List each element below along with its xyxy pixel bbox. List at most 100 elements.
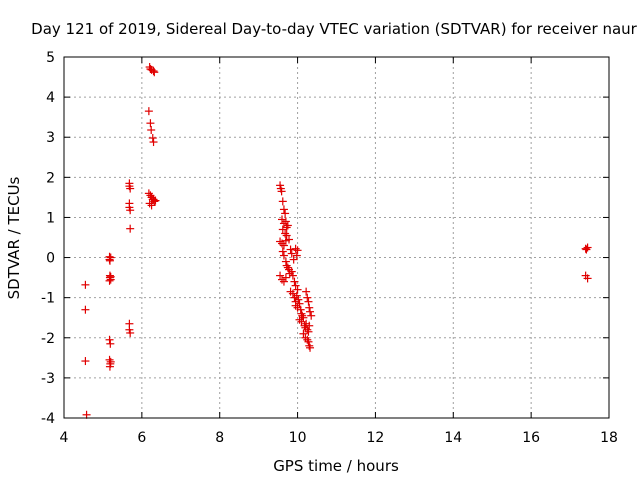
data-point xyxy=(106,357,115,366)
data-point xyxy=(278,197,287,206)
data-point xyxy=(81,305,90,314)
y-tick-label: 4 xyxy=(46,90,55,106)
data-point xyxy=(279,241,288,250)
data-point xyxy=(302,287,311,296)
data-point xyxy=(282,231,291,240)
x-tick-label: 18 xyxy=(600,430,618,446)
y-tick-label: 5 xyxy=(46,50,55,66)
data-points xyxy=(81,63,592,419)
data-point xyxy=(287,249,296,258)
data-point xyxy=(291,244,300,253)
data-point xyxy=(301,323,310,332)
data-point xyxy=(144,107,153,116)
data-point xyxy=(281,229,290,238)
data-point xyxy=(287,267,296,276)
y-tick-label: -1 xyxy=(41,291,55,307)
data-point xyxy=(105,276,114,285)
data-point xyxy=(279,251,288,260)
x-axis-label: GPS time / hours xyxy=(273,457,399,475)
data-point xyxy=(148,134,157,143)
data-point xyxy=(144,189,153,198)
data-point xyxy=(146,119,155,128)
data-point xyxy=(295,315,304,324)
data-point xyxy=(295,299,304,308)
x-tick-label: 14 xyxy=(444,430,462,446)
data-point xyxy=(149,195,158,204)
data-point xyxy=(286,245,295,254)
data-point xyxy=(299,329,308,338)
y-tick-label: 3 xyxy=(46,130,55,146)
data-point xyxy=(303,325,312,334)
data-point xyxy=(281,273,290,282)
data-point xyxy=(276,271,285,280)
data-point xyxy=(279,219,288,228)
data-point xyxy=(279,277,288,286)
plot-frame xyxy=(63,56,610,419)
data-point xyxy=(277,187,286,196)
data-point xyxy=(290,277,299,286)
data-point xyxy=(303,335,312,344)
data-point xyxy=(126,184,135,193)
data-point xyxy=(301,333,310,342)
data-point xyxy=(281,217,290,226)
data-point xyxy=(291,301,300,310)
data-point xyxy=(278,247,287,256)
data-point xyxy=(303,293,312,302)
y-tick-label: 1 xyxy=(46,210,55,226)
data-point xyxy=(283,263,292,272)
data-point xyxy=(106,272,115,281)
data-point xyxy=(294,295,303,304)
chart-title: Day 121 of 2019, Sidereal Day-to-day VTE… xyxy=(31,20,638,38)
data-point xyxy=(106,253,115,262)
data-point xyxy=(583,274,592,283)
x-tick-label: 12 xyxy=(367,430,385,446)
data-point xyxy=(304,337,313,346)
data-point xyxy=(126,224,135,233)
data-point xyxy=(291,281,300,290)
data-point xyxy=(304,297,313,306)
data-point xyxy=(298,311,307,320)
data-point xyxy=(282,223,291,232)
data-point xyxy=(146,191,155,200)
data-point xyxy=(288,271,297,280)
data-point xyxy=(106,339,115,348)
data-point xyxy=(293,285,302,294)
data-point xyxy=(147,201,156,210)
data-point xyxy=(283,221,292,230)
data-point xyxy=(288,289,297,298)
data-point xyxy=(292,291,301,300)
y-axis-label: SDTVAR / TECUs xyxy=(5,176,23,299)
x-axis-tick-labels: 4 6 8 10 12 14 16 18 xyxy=(60,430,618,446)
data-point xyxy=(105,355,114,364)
x-tick-label: 8 xyxy=(215,430,224,446)
data-point xyxy=(285,235,294,244)
data-point xyxy=(149,138,158,147)
data-point xyxy=(581,244,590,253)
data-point xyxy=(151,196,160,205)
data-point xyxy=(299,313,308,322)
data-point xyxy=(293,246,302,255)
y-tick-label: -4 xyxy=(41,411,55,427)
x-tick-label: 6 xyxy=(137,430,146,446)
data-point xyxy=(307,311,316,320)
data-point xyxy=(105,362,114,371)
data-point xyxy=(126,328,135,337)
data-point xyxy=(276,237,285,246)
data-point xyxy=(281,209,290,218)
data-point xyxy=(292,251,301,260)
x-tick-label: 4 xyxy=(60,430,69,446)
data-point xyxy=(306,307,315,316)
data-point xyxy=(150,68,159,77)
data-point xyxy=(582,245,591,254)
data-point xyxy=(82,410,91,419)
data-point xyxy=(126,206,135,215)
data-point xyxy=(81,357,90,366)
data-point xyxy=(282,261,291,270)
data-point xyxy=(279,205,288,214)
y-axis-tick-labels: -4 -3 -2 -1 0 1 2 3 4 5 xyxy=(41,50,55,427)
data-point xyxy=(278,275,286,284)
data-point xyxy=(149,67,158,76)
data-point xyxy=(145,199,154,208)
grid-lines xyxy=(64,57,609,418)
